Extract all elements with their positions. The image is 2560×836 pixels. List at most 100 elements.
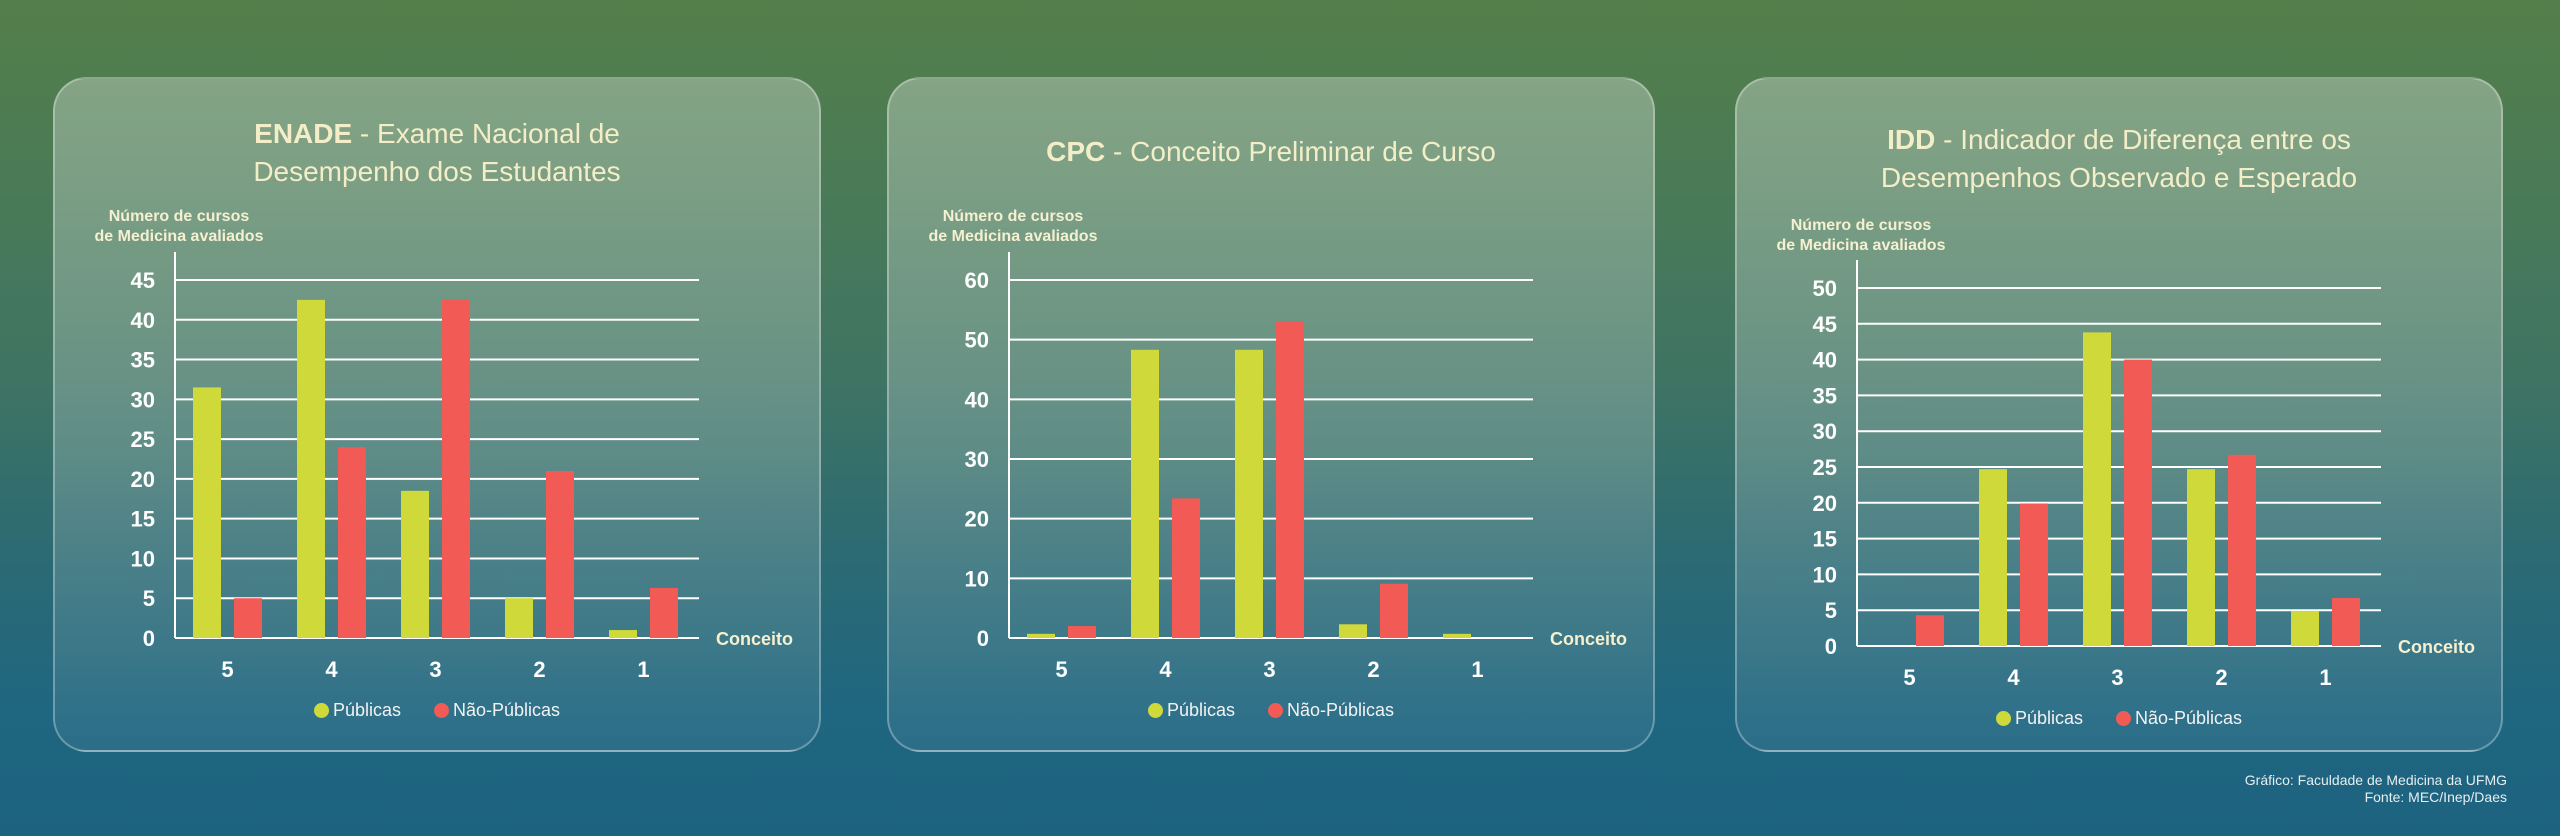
chart-title-rest: - Exame Nacional de (352, 118, 620, 149)
y-axis-label: Número de cursos de Medicina avaliados (913, 207, 1113, 247)
credits-data-source: Fonte: MEC/Inep/Daes (2364, 789, 2507, 805)
bar-publicas (297, 299, 325, 638)
x-tick-label: 1 (637, 657, 649, 682)
y-tick-label: 50 (965, 328, 989, 353)
bar-nao-publicas (2020, 503, 2048, 646)
chart-legend: Públicas Não-Públicas (889, 700, 1653, 721)
y-tick-label: 20 (1813, 491, 1837, 516)
bar-publicas (1339, 624, 1367, 638)
bar-publicas (2291, 610, 2319, 646)
chart-title-rest: - Indicador de Diferença entre os (1935, 124, 2351, 155)
y-tick-label: 0 (143, 626, 155, 651)
chart-title-rest-2: Desempenho dos Estudantes (253, 156, 621, 187)
x-tick-label: 2 (533, 657, 545, 682)
idd-bar-chart: 0 5 10 15 20 25 30 35 40 45 50 5 4 3 2 1 Conceito (1813, 260, 2475, 690)
legend-publicas-label: Públicas (332, 700, 401, 720)
y-tick-label: 10 (965, 566, 989, 591)
x-axis-label: Conceito (1550, 629, 1627, 649)
legend-publicas-label: Públicas (2014, 708, 2083, 728)
x-tick-label: 4 (2007, 665, 2020, 690)
bar-nao-publicas (234, 598, 262, 638)
y-tick-label: 20 (131, 467, 155, 492)
legend-nao-publicas-swatch (1268, 703, 1283, 718)
y-tick-label: 40 (965, 387, 989, 412)
legend-item-nao-publicas: Não-Públicas (1268, 700, 1394, 721)
y-tick-label: 15 (1813, 527, 1837, 552)
chart-title: CPC - Conceito Preliminar de Curso (889, 133, 1653, 171)
bar-nao-publicas (2332, 598, 2360, 646)
x-axis-label: Conceito (716, 629, 793, 649)
legend-publicas-swatch (313, 703, 329, 718)
legend-item-publicas: Públicas (1147, 700, 1235, 721)
legend-publicas-swatch (1995, 711, 2011, 726)
bar-publicas (2187, 469, 2215, 646)
y-tick-label: 50 (1813, 276, 1837, 301)
bar-nao-publicas (1380, 583, 1408, 638)
chart-title: ENADE - Exame Nacional de Desempenho dos… (55, 115, 819, 191)
bar-publicas (609, 630, 637, 638)
chart-title-abbr: ENADE (254, 118, 353, 149)
x-tick-label: 2 (2215, 665, 2227, 690)
bar-nao-publicas (2228, 454, 2256, 646)
enade-chart-panel: ENADE - Exame Nacional de Desempenho dos… (53, 77, 821, 752)
bar-nao-publicas (1068, 626, 1096, 638)
x-axis-label: Conceito (2398, 637, 2475, 657)
chart-legend: Públicas Não-Públicas (1737, 708, 2501, 729)
bar-nao-publicas (2124, 359, 2152, 646)
cpc-bar-chart: 0 10 20 30 40 50 60 5 4 3 2 1 Conceito (965, 252, 1627, 682)
bar-nao-publicas (1172, 498, 1200, 638)
y-tick-label: 0 (1825, 634, 1837, 659)
bar-publicas (1027, 633, 1055, 638)
legend-nao-publicas-label: Não-Públicas (2135, 708, 2243, 728)
enade-bar-chart: 0 5 10 15 20 25 30 35 40 45 5 4 3 2 1 Conceito (131, 252, 793, 682)
bar-nao-publicas (546, 470, 574, 638)
y-axis-label-line-2: de Medicina avaliados (94, 228, 264, 245)
cpc-chart-panel: CPC - Conceito Preliminar de Curso Númer… (887, 77, 1655, 752)
legend-item-publicas: Públicas (313, 700, 401, 721)
legend-item-nao-publicas: Não-Públicas (434, 700, 560, 721)
legend-publicas-label: Públicas (1166, 700, 1235, 720)
legend-item-nao-publicas: Não-Públicas (2116, 708, 2242, 729)
y-tick-label: 30 (965, 447, 989, 472)
legend-item-publicas: Públicas (1995, 708, 2083, 729)
bar-publicas (1131, 349, 1159, 638)
x-tick-label: 2 (1367, 657, 1379, 682)
legend-nao-publicas-label: Não-Públicas (1287, 700, 1395, 720)
y-tick-label: 15 (131, 507, 155, 532)
bar-nao-publicas (1916, 615, 1944, 646)
y-axis-label-line-2: de Medicina avaliados (928, 228, 1098, 245)
bar-publicas (1443, 633, 1471, 638)
chart-title-abbr: CPC (1046, 136, 1106, 167)
y-tick-label: 30 (131, 387, 155, 412)
y-axis-label-line-1: Número de cursos (942, 208, 1084, 225)
chart-title-rest: - Conceito Preliminar de Curso (1105, 136, 1496, 167)
x-tick-label: 1 (2319, 665, 2331, 690)
y-axis-label-line-1: Número de cursos (1790, 217, 1932, 234)
y-tick-label: 60 (965, 268, 989, 293)
bar-nao-publicas (338, 447, 366, 638)
y-axis-label-line-2: de Medicina avaliados (1776, 237, 1946, 254)
x-tick-label: 5 (1903, 665, 1915, 690)
x-tick-label: 3 (1263, 657, 1275, 682)
legend-nao-publicas-swatch (434, 703, 449, 718)
y-tick-label: 10 (1813, 562, 1837, 587)
legend-nao-publicas-label: Não-Públicas (453, 700, 561, 720)
idd-chart-panel: IDD - Indicador de Diferença entre os De… (1735, 77, 2503, 752)
x-tick-label: 3 (429, 657, 441, 682)
chart-title-abbr: IDD (1887, 124, 1936, 155)
legend-nao-publicas-swatch (2116, 711, 2131, 726)
y-tick-label: 5 (143, 586, 155, 611)
bar-publicas (1235, 349, 1263, 638)
y-tick-label: 35 (1813, 383, 1837, 408)
x-tick-label: 5 (221, 657, 233, 682)
y-tick-label: 25 (1813, 455, 1837, 480)
bar-publicas (1979, 469, 2007, 646)
bar-nao-publicas (1276, 321, 1304, 638)
chart-title-rest-2: Desempenhos Observado e Esperado (1880, 162, 2358, 193)
y-axis-label: Número de cursos de Medicina avaliados (79, 207, 279, 247)
legend-publicas-swatch (1147, 703, 1163, 718)
x-tick-label: 1 (1471, 657, 1483, 682)
x-tick-label: 4 (325, 657, 338, 682)
y-tick-label: 30 (1813, 419, 1837, 444)
y-tick-label: 0 (977, 626, 989, 651)
